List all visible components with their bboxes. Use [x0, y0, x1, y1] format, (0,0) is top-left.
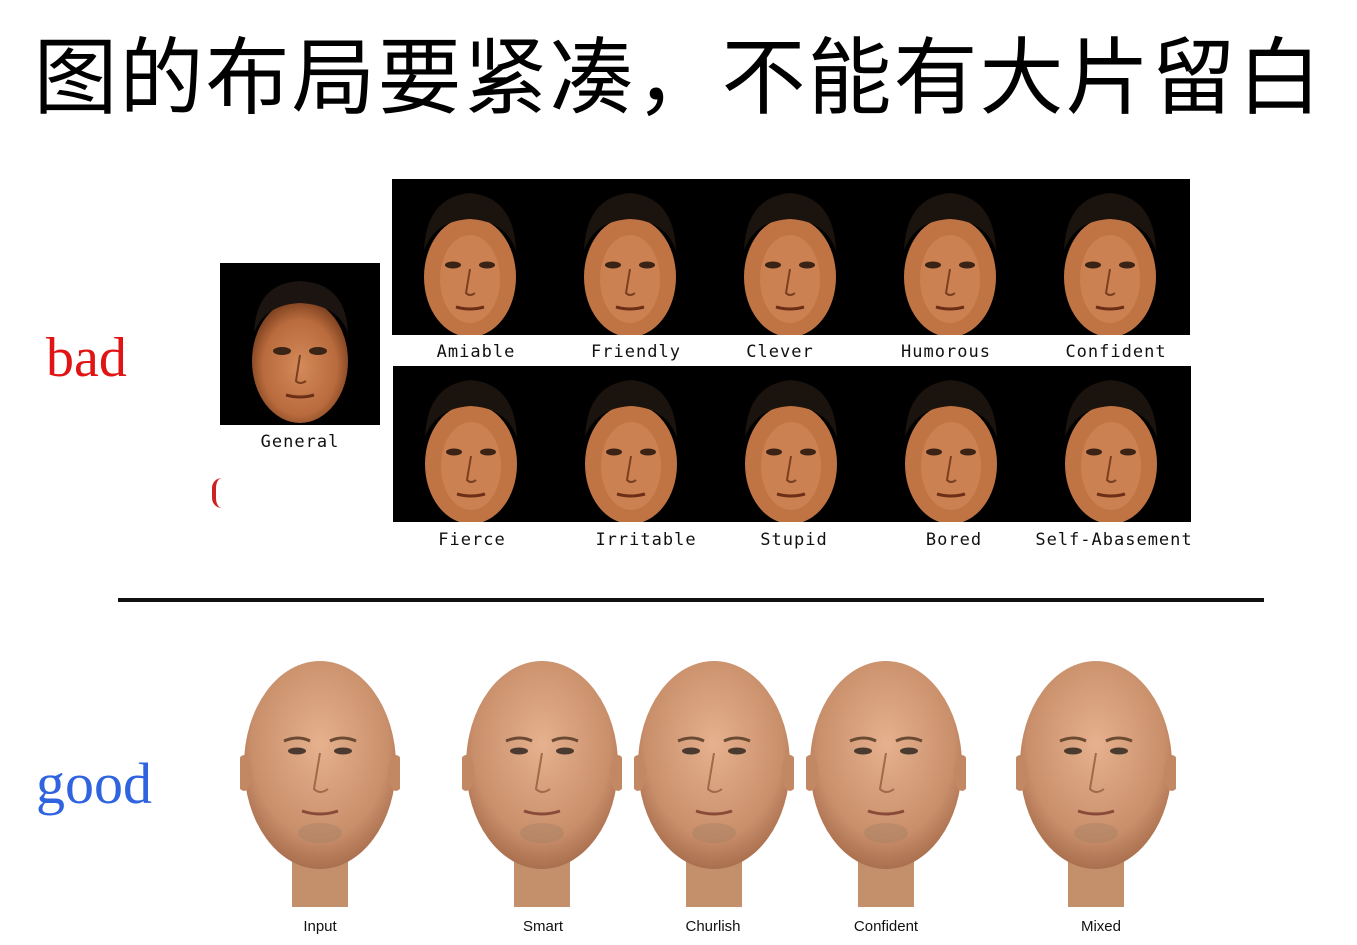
- caption-confident-good: Confident: [853, 918, 919, 935]
- head-smart: [458, 655, 626, 913]
- face-row1-2: [584, 193, 676, 335]
- caption-friendly: Friendly: [591, 342, 681, 362]
- face-row1-1: [424, 193, 516, 335]
- head-churlish: [630, 655, 798, 913]
- faces-row-1: [424, 193, 1156, 335]
- face-row2-1: [425, 380, 517, 522]
- general-face-image: [220, 263, 380, 425]
- caption-fierce: Fierce: [438, 530, 506, 550]
- face-row2-2: [585, 380, 677, 522]
- caption-churlish: Churlish: [685, 918, 741, 935]
- slide-title: 图的布局要紧凑，不能有大片留白: [33, 29, 1324, 127]
- general-caption: General: [260, 432, 340, 452]
- section-divider: [118, 598, 1264, 602]
- face-row2-5: [1065, 380, 1157, 522]
- caption-amiable: Amiable: [436, 342, 516, 362]
- caption-input: Input: [303, 918, 337, 935]
- caption-stupid: Stupid: [760, 530, 828, 550]
- caption-self-abasement: Self-Abasement: [1035, 530, 1193, 550]
- head-input: [236, 655, 404, 913]
- bad-row2-image: [393, 366, 1191, 522]
- face-row2-3: [745, 380, 837, 522]
- stray-red-mark: [212, 478, 222, 508]
- bad-label: bad: [46, 327, 127, 389]
- bad-row1-image: [392, 179, 1190, 335]
- caption-bored: Bored: [925, 530, 983, 550]
- caption-clever: Clever: [746, 342, 814, 362]
- good-label: good: [36, 751, 152, 816]
- face-row1-4: [904, 193, 996, 335]
- faces-row-2: [425, 380, 1157, 522]
- caption-humorous: Humorous: [901, 342, 991, 362]
- caption-smart: Smart: [522, 918, 563, 935]
- face-row1-5: [1064, 193, 1156, 335]
- head-mixed: [1012, 655, 1180, 913]
- face-portrait: [252, 281, 348, 423]
- head-confident: [802, 655, 970, 913]
- face-row2-4: [905, 380, 997, 522]
- caption-irritable: Irritable: [595, 530, 697, 550]
- face-row1-3: [744, 193, 836, 335]
- caption-mixed: Mixed: [1080, 918, 1121, 935]
- caption-confident-bad: Confident: [1065, 342, 1167, 362]
